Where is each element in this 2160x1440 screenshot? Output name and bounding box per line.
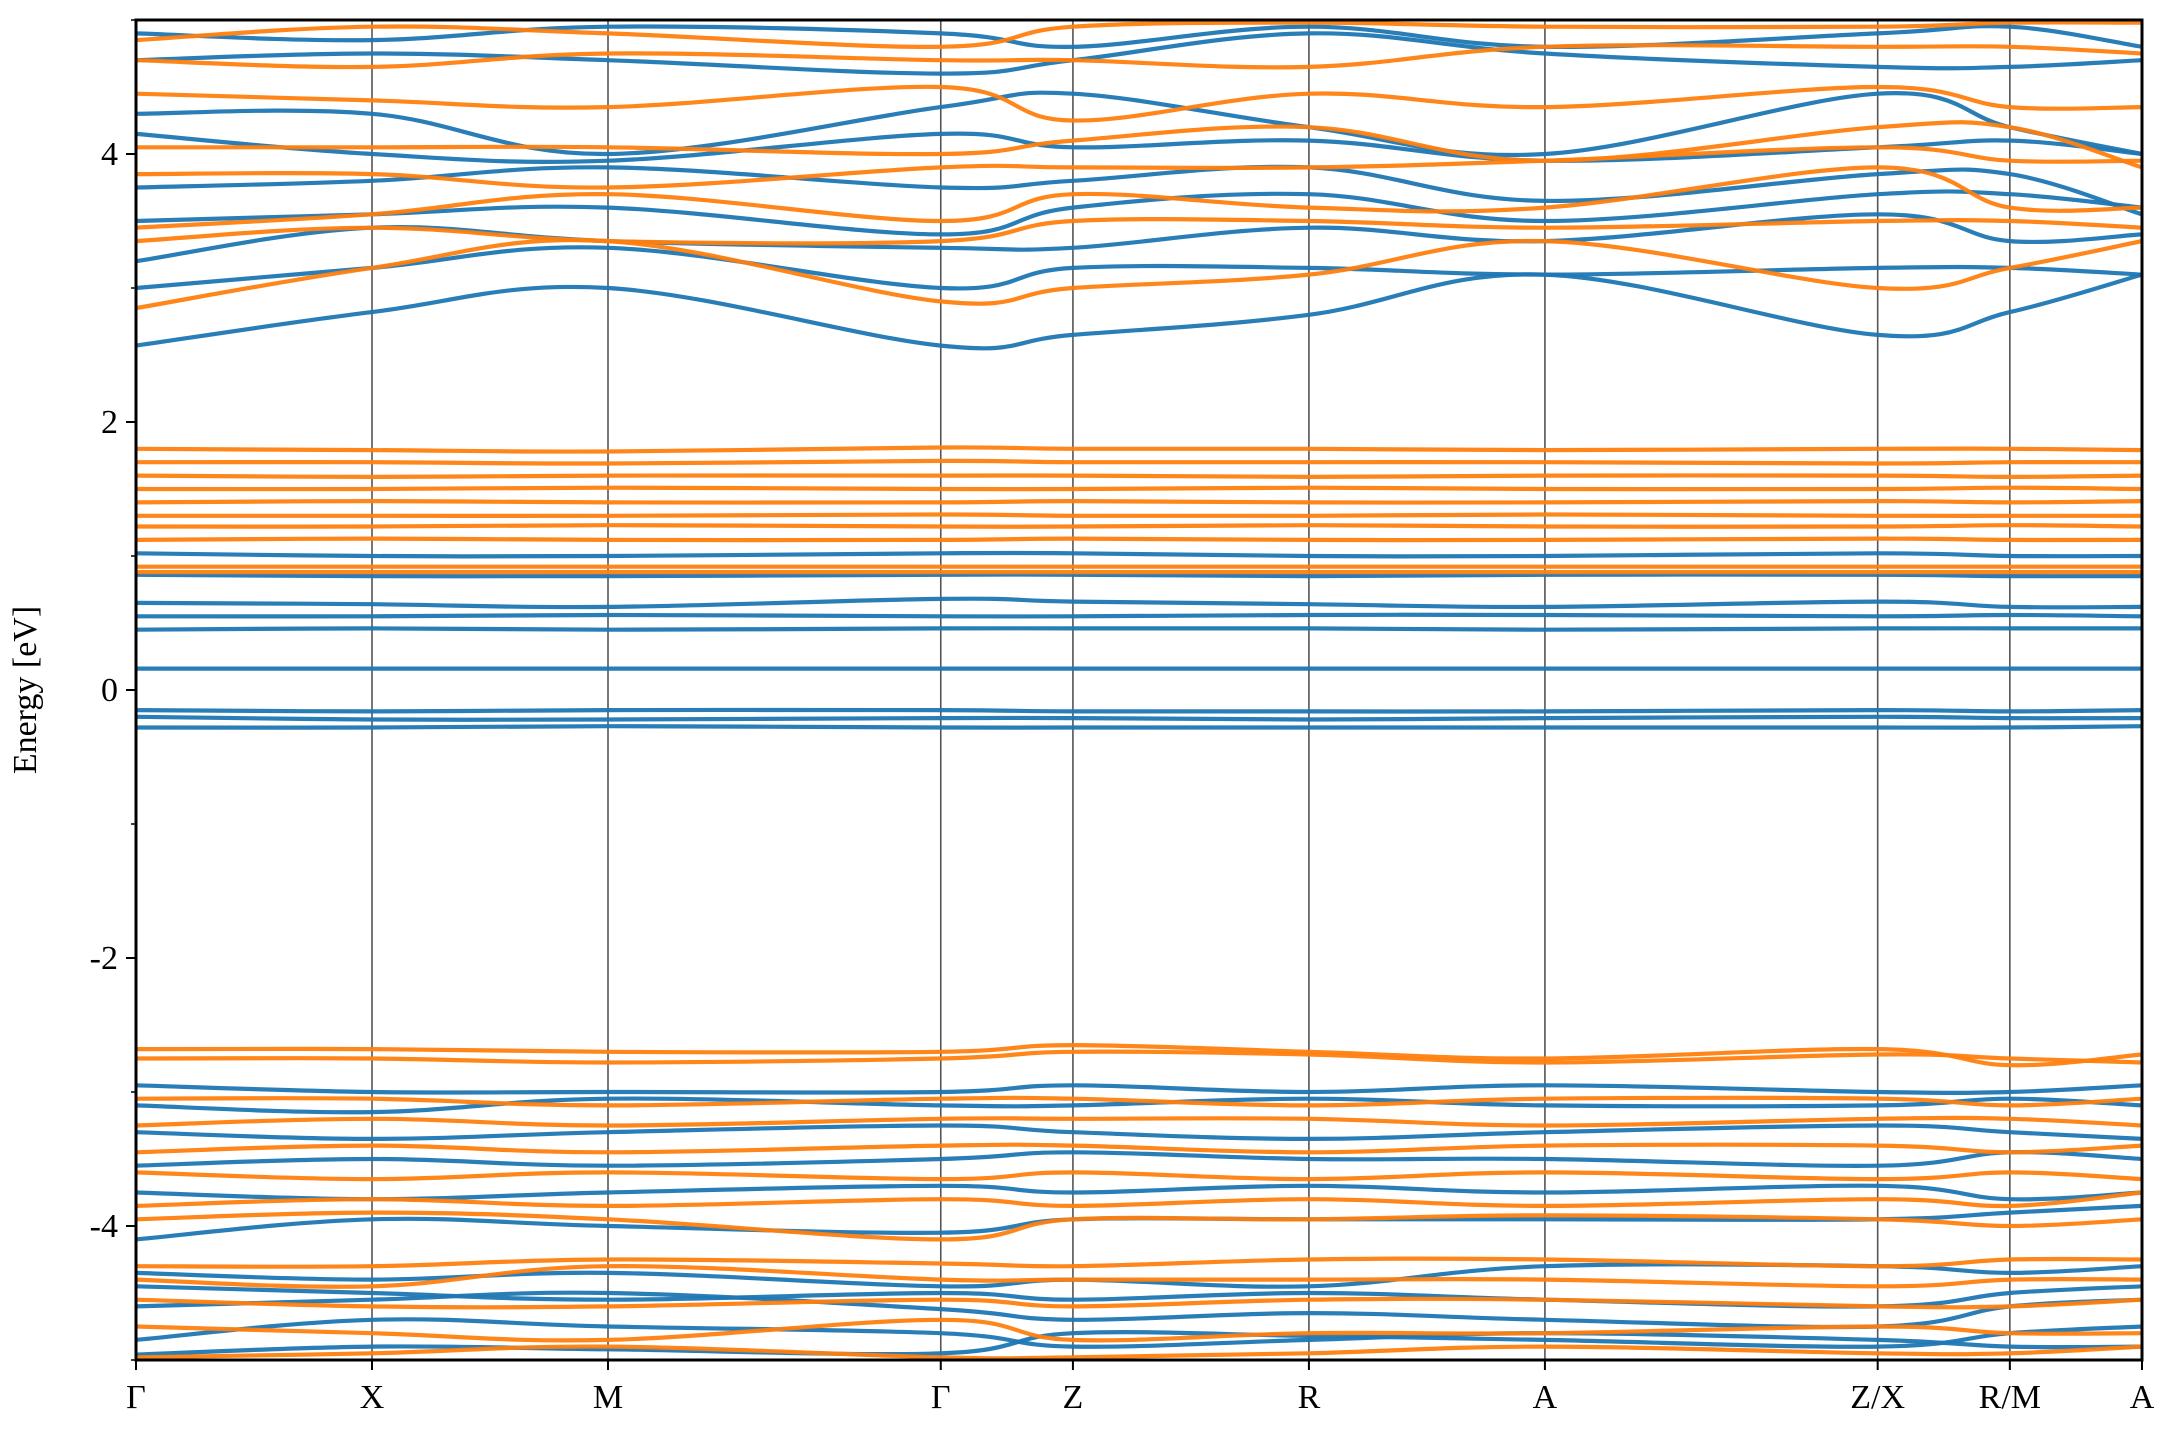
kpath-vertical-lines: [371, 20, 2011, 1360]
band-line-blue: [136, 1203, 2142, 1242]
band-line-blue: [136, 1324, 2142, 1357]
x-tick-label: Γ: [931, 1379, 951, 1416]
band-line-orange: [136, 1190, 2142, 1209]
band-line-blue: [136, 189, 2142, 237]
band-line-blue: [136, 164, 2142, 217]
x-tick-label: A: [1533, 1379, 1558, 1416]
band-line-blue: [136, 612, 2142, 619]
band-line-orange: [136, 1170, 2142, 1182]
band-line-orange: [136, 84, 2142, 123]
band-line-orange: [136, 523, 2142, 529]
x-tick-label: R/M: [1979, 1379, 2041, 1416]
band-line-orange: [136, 499, 2142, 505]
band-line-blue: [136, 90, 2142, 158]
band-line-blue: [136, 596, 2142, 610]
band-line-orange: [136, 1095, 2142, 1108]
y-tick-label: -2: [90, 940, 118, 977]
band-line-blue: [136, 1317, 2142, 1350]
band-line-orange: [136, 485, 2142, 492]
band-line-blue: [136, 1150, 2142, 1168]
band-line-blue: [136, 31, 2142, 76]
band-line-orange: [136, 1210, 2142, 1242]
x-tick-label: Z: [1063, 1379, 1084, 1416]
band-line-blue: [136, 626, 2142, 632]
x-tick-label: A: [2130, 1379, 2155, 1416]
band-line-orange: [136, 1049, 2142, 1065]
x-tick-label: Γ: [126, 1379, 146, 1416]
band-line-blue: [136, 272, 2142, 351]
band-line-orange: [136, 43, 2142, 70]
band-line-orange: [136, 1264, 2142, 1289]
band-line-orange: [136, 1256, 2142, 1269]
band-line-orange: [136, 1115, 2142, 1128]
band-line-orange: [136, 1142, 2142, 1155]
band-line-blue: [136, 24, 2142, 49]
band-line-blue: [136, 1083, 2142, 1095]
band-line-orange: [136, 458, 2142, 466]
band-line-blue: [136, 1183, 2142, 1202]
y-tick-label: 2: [101, 404, 118, 441]
band-line-orange: [136, 165, 2142, 230]
x-tick-label: Z/X: [1850, 1379, 1905, 1416]
x-tick-label: M: [593, 1379, 623, 1416]
band-line-orange: [136, 445, 2142, 454]
band-lines: [136, 20, 2142, 1360]
band-line-orange: [136, 1043, 2142, 1068]
band-line-blue: [136, 1123, 2142, 1141]
band-line-blue: [136, 724, 2142, 730]
band-line-orange: [136, 536, 2142, 543]
band-line-orange: [136, 237, 2142, 311]
band-line-orange: [136, 473, 2142, 479]
band-line-orange: [136, 1317, 2142, 1343]
band-line-blue: [136, 245, 2142, 291]
band-line-blue: [136, 550, 2142, 559]
y-axis-ticks: 4 2 0 -2 -4: [90, 19, 136, 1361]
y-tick-label: 4: [101, 136, 118, 173]
band-line-orange: [136, 512, 2142, 519]
band-line-orange: [136, 120, 2142, 170]
x-tick-label: X: [360, 1379, 385, 1416]
x-tick-label: R: [1298, 1379, 1321, 1416]
band-line-orange: [136, 217, 2142, 246]
band-line-orange: [136, 145, 2142, 190]
band-line-blue: [136, 714, 2142, 722]
band-line-orange: [136, 1344, 2142, 1360]
y-tick-label: 0: [101, 672, 118, 709]
band-line-orange: [136, 20, 2142, 49]
y-tick-label: -4: [90, 1208, 118, 1245]
band-line-blue: [136, 707, 2142, 714]
band-line-blue: [136, 572, 2142, 579]
y-axis-label: Energy [eV]: [7, 606, 44, 774]
band-line-orange: [136, 1296, 2142, 1310]
x-axis-ticks: Γ X M Γ Z R A Z/X R/M A: [126, 1360, 2155, 1416]
